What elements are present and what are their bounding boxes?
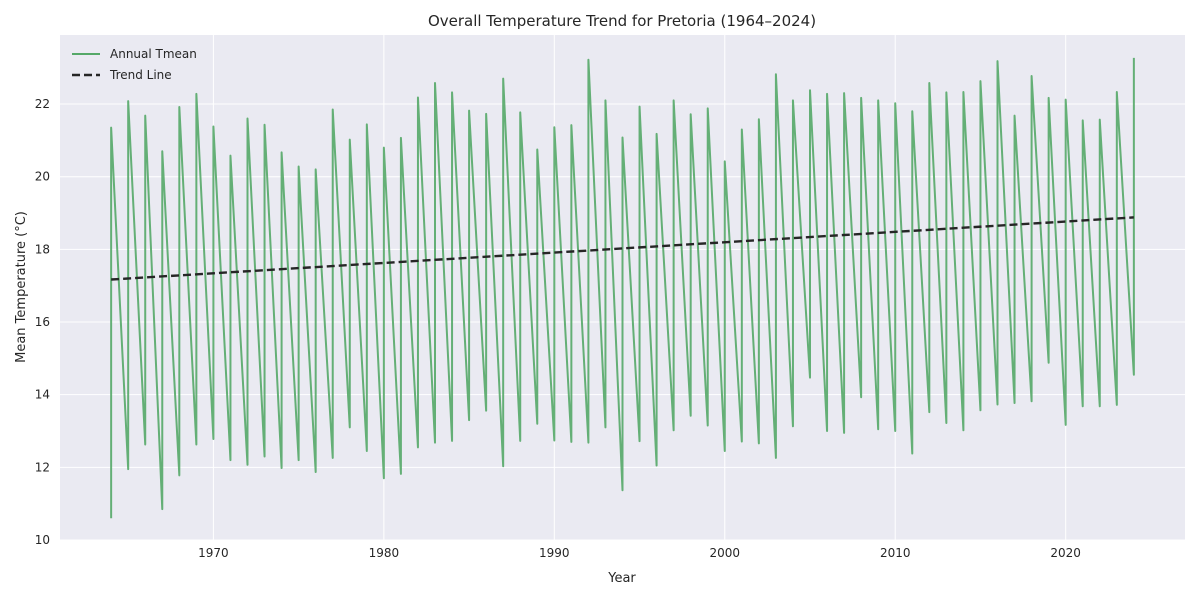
y-tick-label: 16 xyxy=(35,315,50,329)
legend-entry: Trend Line xyxy=(109,68,172,82)
x-tick-label: 1980 xyxy=(369,546,400,560)
x-tick-label: 2000 xyxy=(709,546,740,560)
series-layer xyxy=(110,57,1135,519)
y-tick-label: 12 xyxy=(35,460,50,474)
y-tick-label: 18 xyxy=(35,242,50,256)
x-tick-label: 2010 xyxy=(880,546,911,560)
tick-labels: 1970 1980 1990 2000 2010 2020 10 12 14 16 18 20 22 xyxy=(35,97,1081,560)
x-tick-label: 2020 xyxy=(1050,546,1081,560)
y-tick-label: 20 xyxy=(35,170,50,184)
legend-entry: Annual Tmean xyxy=(110,47,197,61)
y-tick-label: 22 xyxy=(35,97,50,111)
x-tick-label: 1970 xyxy=(198,546,229,560)
annual-tmean-line xyxy=(110,57,1135,519)
y-tick-label: 10 xyxy=(35,533,50,547)
legend: Annual Tmean Trend Line xyxy=(72,47,197,82)
x-axis-label: Year xyxy=(607,571,636,586)
y-axis-label: Mean Temperature (°C) xyxy=(14,211,29,363)
chart-title: Overall Temperature Trend for Pretoria (… xyxy=(428,12,816,30)
trend-line xyxy=(111,216,1134,281)
y-tick-label: 14 xyxy=(35,388,50,402)
x-tick-label: 1990 xyxy=(539,546,570,560)
